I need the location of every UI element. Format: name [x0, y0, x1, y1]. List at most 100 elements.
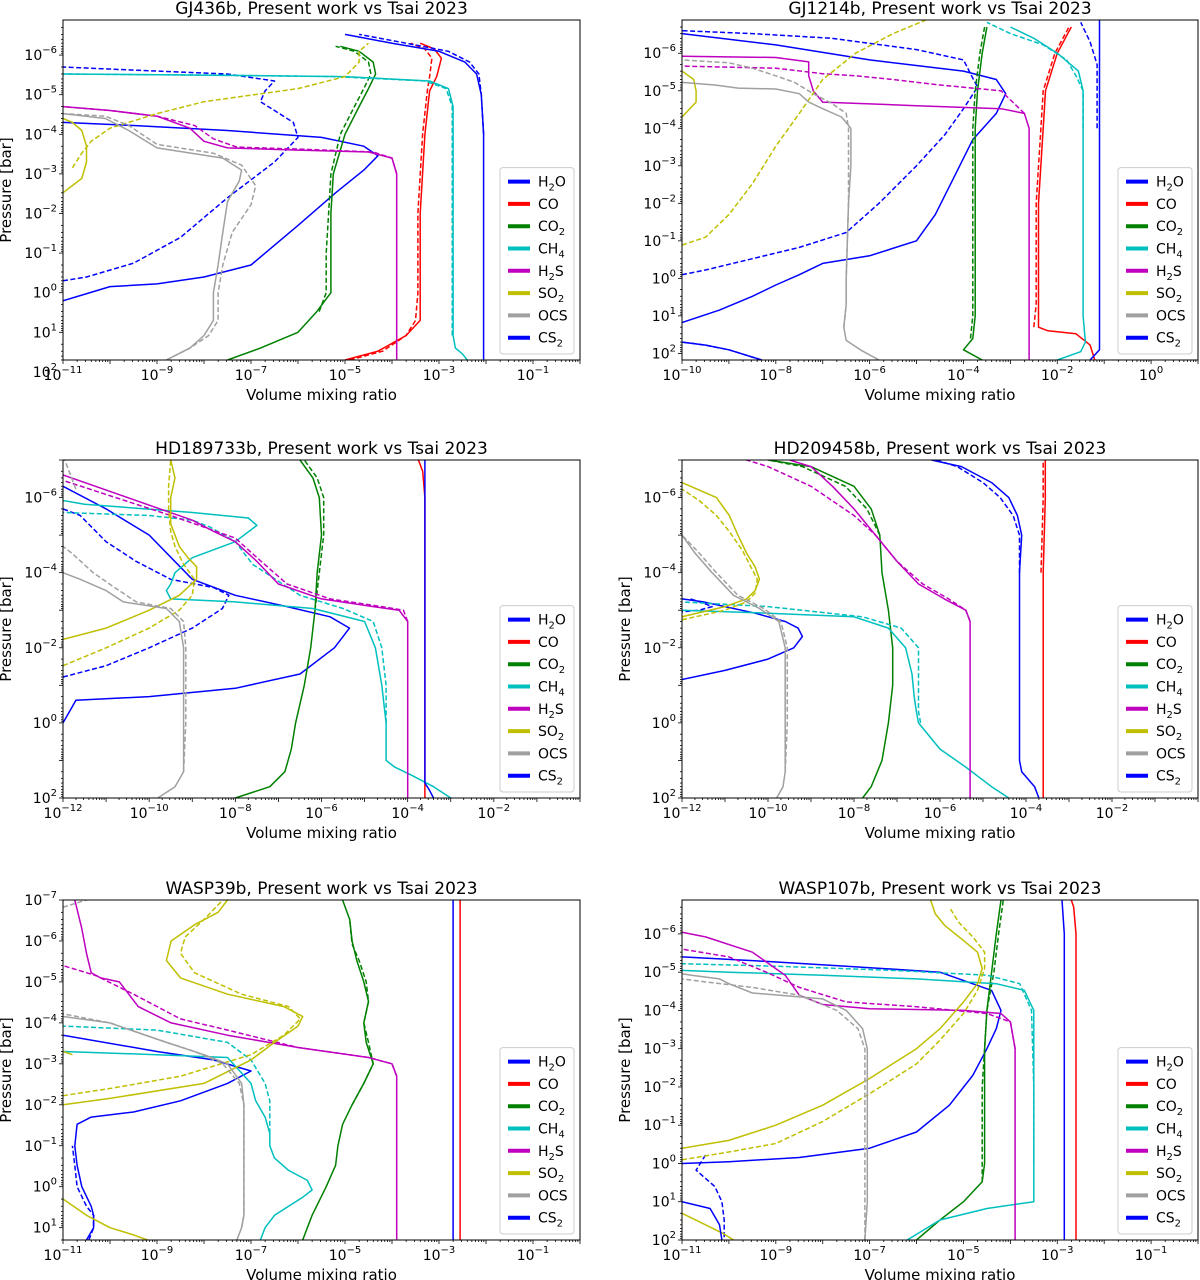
- legend-label-h2o: H2O: [538, 1055, 566, 1074]
- y-tick-label: 10−7: [24, 890, 57, 909]
- plot-frame: [681, 899, 1199, 1241]
- x-tick-label: 10−5: [947, 1245, 980, 1264]
- plot-frame: [681, 19, 1199, 361]
- series-group: [63, 460, 452, 798]
- series-line-so2-solid: [63, 900, 304, 1106]
- y-tick-label: 10−6: [24, 488, 57, 507]
- y-tick-label: 100: [652, 1153, 676, 1172]
- legend-label-ch4: CH4: [538, 1122, 565, 1141]
- y-tick-label: 10−2: [24, 638, 57, 657]
- legend-label-ch4: CH4: [1156, 1122, 1183, 1141]
- series-line-cs2-solid: [682, 341, 762, 360]
- y-tick-label: 102: [652, 788, 676, 807]
- x-tick-label: 10−3: [423, 1245, 456, 1264]
- legend-label-co2: CO2: [538, 219, 565, 238]
- x-tick-label: 10−5: [329, 365, 362, 384]
- series-line-co2-solid: [227, 45, 377, 360]
- x-tick-label: 100: [1139, 365, 1163, 384]
- chart-panel-4: WASP39b, Present work vs Tsai 2023 10−11 1…: [0, 879, 581, 1280]
- y-tick-label: 101: [652, 1192, 676, 1211]
- series-line-ch4-dashed: [682, 601, 922, 724]
- series-group: [682, 900, 1077, 1240]
- series-line-ocs-dashed: [63, 112, 257, 360]
- chart-panel-1: GJ1214b, Present work vs Tsai 2023 10−10 1…: [643, 0, 1199, 404]
- series-line-ch4-solid: [63, 499, 452, 798]
- y-tick-label: 10−2: [24, 1095, 57, 1114]
- series-line-co2-dashed: [318, 45, 372, 312]
- series-line-h2o-solid: [682, 598, 804, 681]
- legend-label-cs2: CS2: [1156, 769, 1181, 788]
- series-line-h2s-dashed: [63, 479, 409, 622]
- legend-box: [1117, 605, 1193, 793]
- y-tick-label: 10−3: [24, 164, 57, 183]
- x-tick-label: 10−6: [924, 803, 957, 822]
- series-line-ch4-dashed: [63, 511, 387, 723]
- y-tick-label: 100: [33, 713, 57, 732]
- series-line-so2-dashed: [63, 900, 302, 1097]
- series-line-h2s-solid: [74, 900, 398, 1240]
- legend-label-ocs: OCS: [538, 746, 568, 762]
- legend-label-ch4: CH4: [1156, 242, 1183, 261]
- series-line-ocs-solid: [682, 81, 880, 360]
- chart-title: GJ1214b, Present work vs Tsai 2023: [788, 0, 1091, 19]
- legend-label-h2s: H2S: [1156, 702, 1182, 721]
- y-tick-label: 100: [652, 713, 676, 732]
- x-axis-label: Volume mixing ratio: [865, 1266, 1016, 1280]
- series-line-so2-dashed: [682, 488, 759, 621]
- y-tick-label: 10−2: [643, 638, 676, 657]
- x-axis-label: Volume mixing ratio: [246, 824, 397, 842]
- series-line-cs2-solid: [682, 1200, 723, 1240]
- legend-label-cs2: CS2: [538, 331, 563, 350]
- series-line-co-solid: [417, 460, 426, 798]
- legend-label-co2: CO2: [1156, 657, 1183, 676]
- legend-label-cs2: CS2: [1156, 331, 1181, 350]
- series-line-ch4-solid: [63, 1050, 313, 1240]
- y-tick-label: 101: [652, 306, 676, 325]
- y-tick-label: 10−3: [643, 156, 676, 175]
- series-line-co-dashed: [1040, 460, 1044, 573]
- chart-title: WASP39b, Present work vs Tsai 2023: [165, 879, 477, 899]
- legend: H2O CO CO2 CH4 H2S SO2 OCS CS2: [499, 167, 575, 355]
- series-line-ocs-dashed: [63, 460, 77, 490]
- legend-label-ocs: OCS: [1156, 308, 1186, 324]
- series-line-co-solid: [1042, 460, 1047, 798]
- series-line-h2s-dashed: [63, 964, 398, 1077]
- series-line-h2s-dashed: [682, 65, 1025, 114]
- series-line-h2o-solid: [63, 121, 379, 302]
- x-axis-label: Volume mixing ratio: [246, 1266, 397, 1280]
- y-tick-label: 10−4: [24, 563, 57, 582]
- x-tick-label: 10−11: [44, 1245, 83, 1264]
- x-axis-label: Volume mixing ratio: [246, 386, 397, 404]
- series-line-so2-solid: [682, 481, 761, 618]
- legend: H2O CO CO2 CH4 H2S SO2 OCS CS2: [1117, 167, 1193, 355]
- legend-label-ocs: OCS: [538, 1188, 568, 1204]
- x-tick-label: 10−8: [838, 803, 871, 822]
- series-line-h2s-solid: [63, 474, 409, 798]
- series-line-ch4-solid: [682, 969, 1035, 1240]
- y-tick-label: 10−1: [24, 243, 57, 262]
- series-line-so2-solid: [63, 117, 88, 194]
- series-line-co2-dashed: [981, 900, 1005, 1182]
- x-tick-label: 10−4: [391, 803, 424, 822]
- x-tick-label: 10−1: [517, 365, 550, 384]
- y-tick-label: 10−4: [643, 563, 676, 582]
- chart-title: WASP107b, Present work vs Tsai 2023: [779, 879, 1102, 899]
- legend-label-ch4: CH4: [538, 680, 565, 699]
- y-tick-label: 10−5: [643, 962, 676, 981]
- legend-box: [1117, 167, 1193, 355]
- y-tick-label: 10−1: [24, 1136, 57, 1155]
- series-line-so2-solid: [682, 70, 697, 118]
- legend-label-cs2: CS2: [538, 1211, 563, 1230]
- x-tick-label: 10−7: [853, 1245, 886, 1264]
- series-line-cs2-dashed: [358, 33, 485, 135]
- legend-label-co2: CO2: [538, 657, 565, 676]
- legend-box: [1117, 1047, 1193, 1235]
- y-tick-label: 10−6: [643, 488, 676, 507]
- y-tick-label: 102: [652, 343, 676, 362]
- y-tick-label: 101: [33, 1218, 57, 1237]
- y-tick-label: 10−1: [643, 231, 676, 250]
- series-line-h2o-solid: [63, 1034, 252, 1240]
- series-line-co-solid: [1070, 900, 1077, 1240]
- series-line-co2-dashed: [348, 919, 374, 1106]
- series-line-cs2-solid: [931, 460, 1040, 798]
